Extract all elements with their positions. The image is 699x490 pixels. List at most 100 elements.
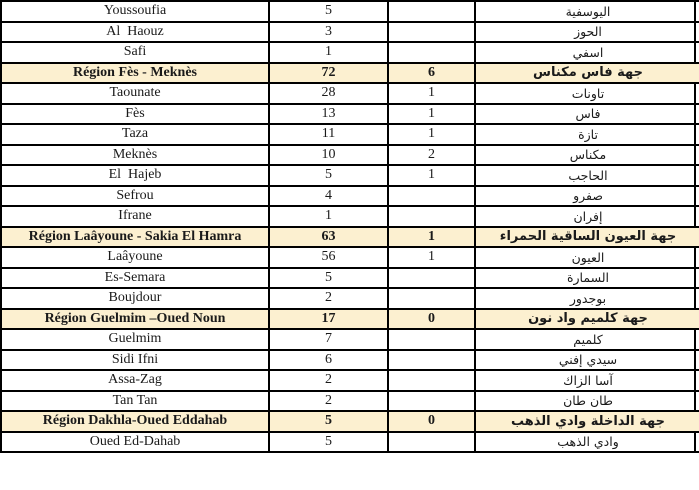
region-header-row: Région Guelmim –Oued Noun 17 0 جهة كلميم… [0,307,699,330]
table-row: Sidi Ifni 6 سيدي إفني [0,348,699,371]
province-name-ar: صفرو [474,184,699,207]
count-primary: 6 [268,348,388,371]
count-primary: 2 [268,287,388,310]
count-secondary [387,430,475,453]
count-primary: 2 [268,369,388,392]
count-primary: 4 [268,184,388,207]
province-name-ar: آسا الزاك [474,369,699,392]
table-row: Fès 13 1 فاس [0,102,699,125]
region-header-row: Région Fès - Meknès 72 6 جهة فاس مكناس [0,61,699,84]
province-name-fr: Assa-Zag [0,369,269,392]
regions-statistics-table: Youssoufia 5 اليوسفية Al Haouz 3 الحوز S… [0,0,699,453]
table-body: Youssoufia 5 اليوسفية Al Haouz 3 الحوز S… [0,0,699,453]
count-primary: 5 [268,410,388,433]
province-name-ar: اسفي [474,41,699,64]
province-name-fr: Région Laâyoune - Sakia El Hamra [0,225,269,248]
province-name-ar: وادي الذهب [474,430,699,453]
province-name-fr: Al Haouz [0,20,269,43]
region-header-row: Région Dakhla-Oued Eddahab 5 0 جهة الداخ… [0,410,699,433]
count-secondary [387,348,475,371]
count-secondary: 2 [387,143,475,166]
count-primary: 3 [268,20,388,43]
province-name-fr: Taza [0,123,269,146]
table-row: Sefrou 4 صفرو [0,184,699,207]
province-name-fr: Meknès [0,143,269,166]
count-primary: 11 [268,123,388,146]
count-secondary [387,328,475,351]
count-secondary: 0 [387,307,475,330]
province-name-ar: تاونات [474,82,699,105]
count-secondary: 1 [387,123,475,146]
count-primary: 10 [268,143,388,166]
province-name-ar: طان طان [474,389,699,412]
count-secondary [387,184,475,207]
count-secondary [387,205,475,228]
count-primary: 5 [268,0,388,23]
province-name-fr: Es-Semara [0,266,269,289]
table-row: Laâyoune 56 1 العيون [0,246,699,269]
province-name-fr: El Hajeb [0,164,269,187]
table-row: Boujdour 2 بوجدور [0,287,699,310]
table-row: Ifrane 1 إفران [0,205,699,228]
count-primary: 5 [268,164,388,187]
count-secondary: 1 [387,102,475,125]
province-name-ar: كلميم [474,328,699,351]
count-primary: 5 [268,266,388,289]
province-name-ar: مكناس [474,143,699,166]
count-primary: 72 [268,61,388,84]
count-primary: 63 [268,225,388,248]
count-primary: 7 [268,328,388,351]
province-name-ar: جهة كلميم واد نون [474,307,699,330]
province-name-ar: العيون [474,246,699,269]
count-secondary [387,287,475,310]
count-primary: 56 [268,246,388,269]
count-primary: 13 [268,102,388,125]
province-name-fr: Tan Tan [0,389,269,412]
province-name-fr: Laâyoune [0,246,269,269]
province-name-ar: جهة الداخلة وادي الذهب [474,410,699,433]
table-row: Tan Tan 2 طان طان [0,389,699,412]
count-primary: 1 [268,205,388,228]
province-name-ar: سيدي إفني [474,348,699,371]
count-primary: 2 [268,389,388,412]
province-name-ar: فاس [474,102,699,125]
province-name-ar: السمارة [474,266,699,289]
count-primary: 1 [268,41,388,64]
count-secondary: 1 [387,225,475,248]
table-row: Youssoufia 5 اليوسفية [0,0,699,23]
province-name-ar: تازة [474,123,699,146]
province-name-fr: Région Fès - Meknès [0,61,269,84]
count-primary: 28 [268,82,388,105]
table-row: Al Haouz 3 الحوز [0,20,699,43]
province-name-ar: جهة فاس مكناس [474,61,699,84]
province-name-fr: Sidi Ifni [0,348,269,371]
count-primary: 17 [268,307,388,330]
table-row: Assa-Zag 2 آسا الزاك [0,369,699,392]
province-name-fr: Boujdour [0,287,269,310]
count-secondary [387,0,475,23]
province-name-fr: Safi [0,41,269,64]
province-name-ar: الحوز [474,20,699,43]
province-name-fr: Sefrou [0,184,269,207]
province-name-fr: Région Dakhla-Oued Eddahab [0,410,269,433]
province-name-fr: Guelmim [0,328,269,351]
province-name-fr: Fès [0,102,269,125]
table-row: Es-Semara 5 السمارة [0,266,699,289]
province-name-ar: الحاجب [474,164,699,187]
province-name-fr: Ifrane [0,205,269,228]
count-secondary [387,389,475,412]
count-primary: 5 [268,430,388,453]
table-row: Meknès 10 2 مكناس [0,143,699,166]
province-name-fr: Oued Ed-Dahab [0,430,269,453]
count-secondary [387,20,475,43]
table-row: Guelmim 7 كلميم [0,328,699,351]
count-secondary [387,266,475,289]
table-row: El Hajeb 5 1 الحاجب [0,164,699,187]
province-name-ar: إفران [474,205,699,228]
count-secondary [387,369,475,392]
region-header-row: Région Laâyoune - Sakia El Hamra 63 1 جه… [0,225,699,248]
count-secondary: 1 [387,82,475,105]
province-name-ar: جهة العيون الساقية الحمراء [474,225,699,248]
province-name-ar: بوجدور [474,287,699,310]
